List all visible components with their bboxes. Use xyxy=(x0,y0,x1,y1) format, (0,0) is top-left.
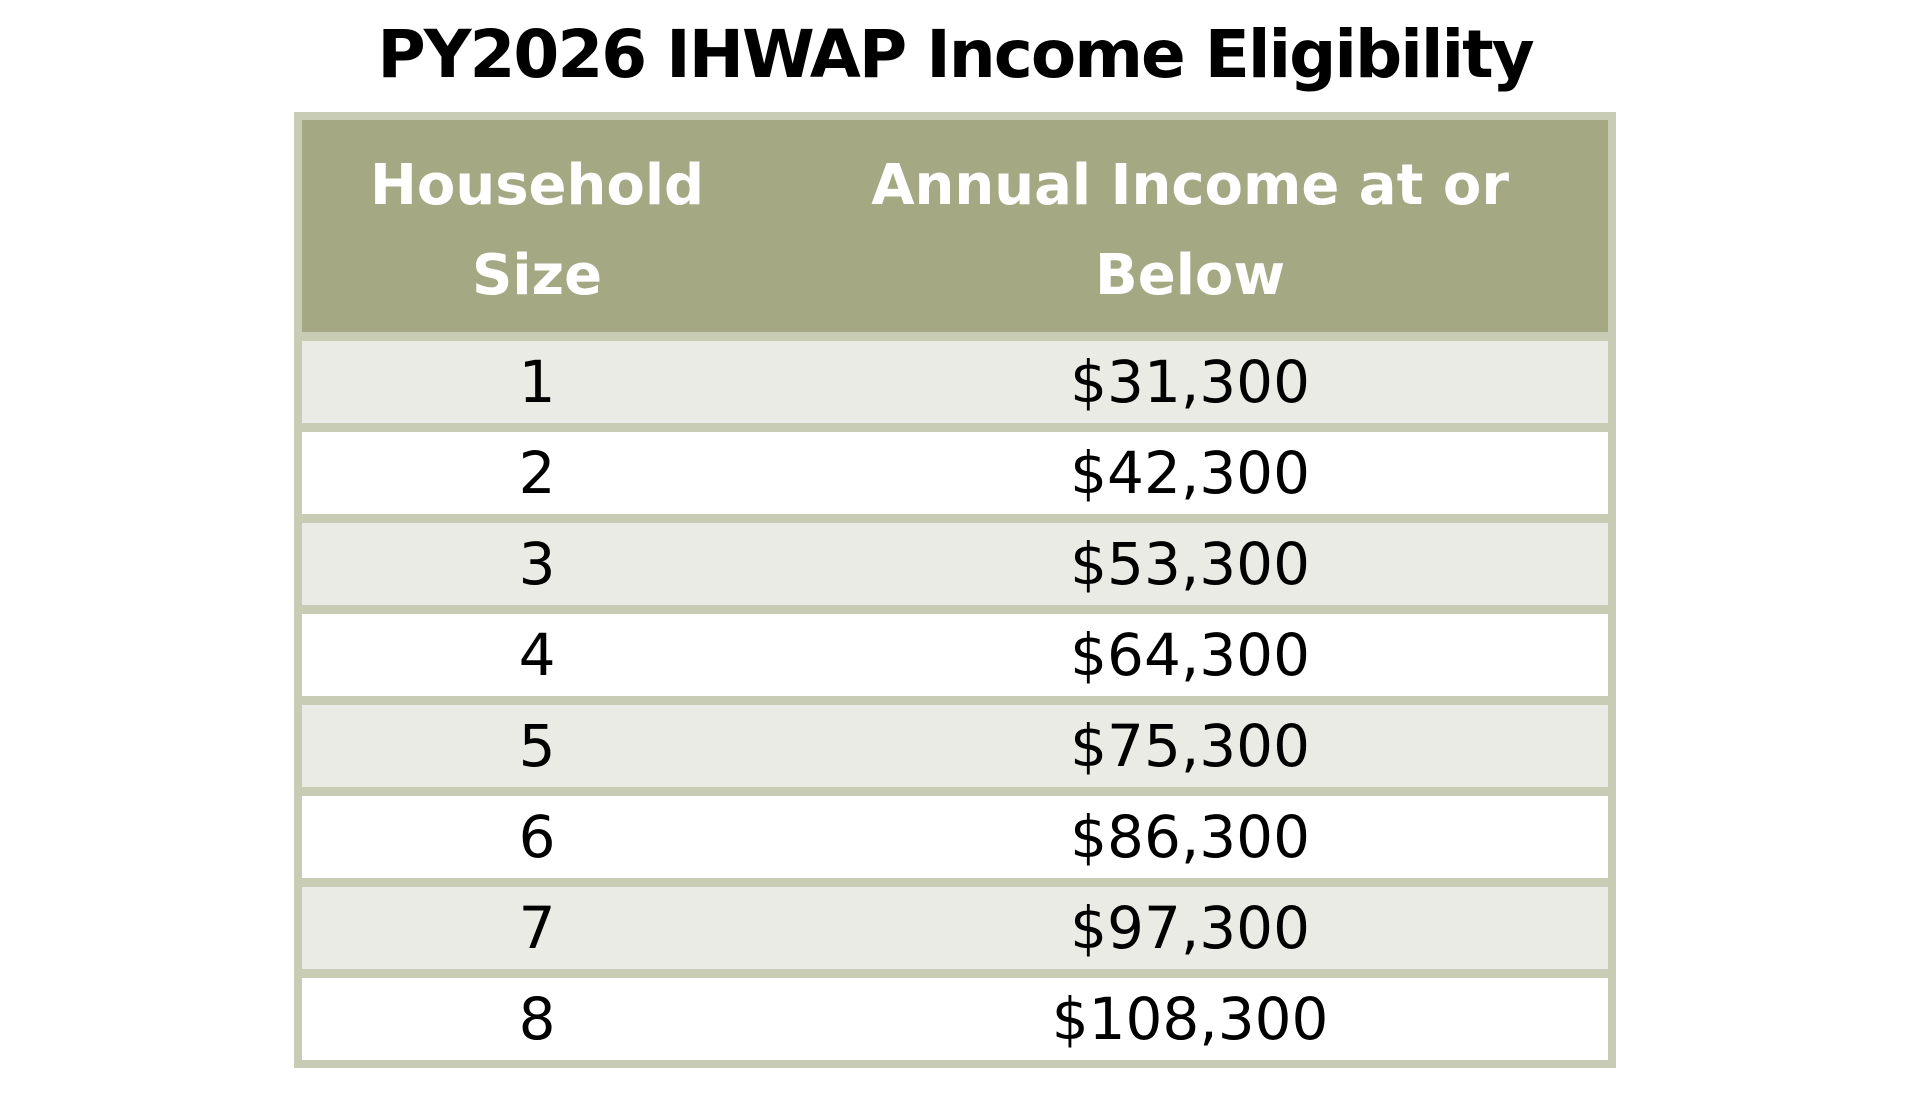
household-size-cell: 4 xyxy=(518,621,556,689)
annual-income-cell: $42,300 xyxy=(1070,439,1310,507)
table-row: 5 $75,300 xyxy=(302,705,1608,787)
table-row: 2 $42,300 xyxy=(302,432,1608,514)
household-size-cell: 6 xyxy=(518,803,556,871)
household-size-cell: 5 xyxy=(518,712,556,780)
annual-income-cell: $75,300 xyxy=(1070,712,1310,780)
annual-income-cell: $108,300 xyxy=(1051,985,1329,1053)
household-size-cell: 2 xyxy=(518,439,556,507)
page-title: PY2026 IHWAP Income Eligibility xyxy=(377,16,1534,93)
household-size-cell: 7 xyxy=(518,894,556,962)
annual-income-cell: $86,300 xyxy=(1070,803,1310,871)
annual-income-cell: $31,300 xyxy=(1070,348,1310,416)
household-size-cell: 8 xyxy=(518,985,556,1053)
table-row: 3 $53,300 xyxy=(302,523,1608,605)
table-row: 7 $97,300 xyxy=(302,887,1608,969)
table-row: 4 $64,300 xyxy=(302,614,1608,696)
table-header-row: Household Size Annual Income at or Below xyxy=(302,120,1608,332)
annual-income-cell: $97,300 xyxy=(1070,894,1310,962)
household-size-cell: 3 xyxy=(518,530,556,598)
table-row: 6 $86,300 xyxy=(302,796,1608,878)
annual-income-cell: $64,300 xyxy=(1070,621,1310,689)
column-header-household-size: Household Size xyxy=(370,153,705,308)
annual-income-cell: $53,300 xyxy=(1070,530,1310,598)
household-size-cell: 1 xyxy=(518,348,556,416)
income-eligibility-table: Household Size Annual Income at or Below… xyxy=(294,112,1616,1068)
table-row: 1 $31,300 xyxy=(302,341,1608,423)
table-row: 8 $108,300 xyxy=(302,978,1608,1060)
column-header-annual-income: Annual Income at or Below xyxy=(871,153,1509,308)
